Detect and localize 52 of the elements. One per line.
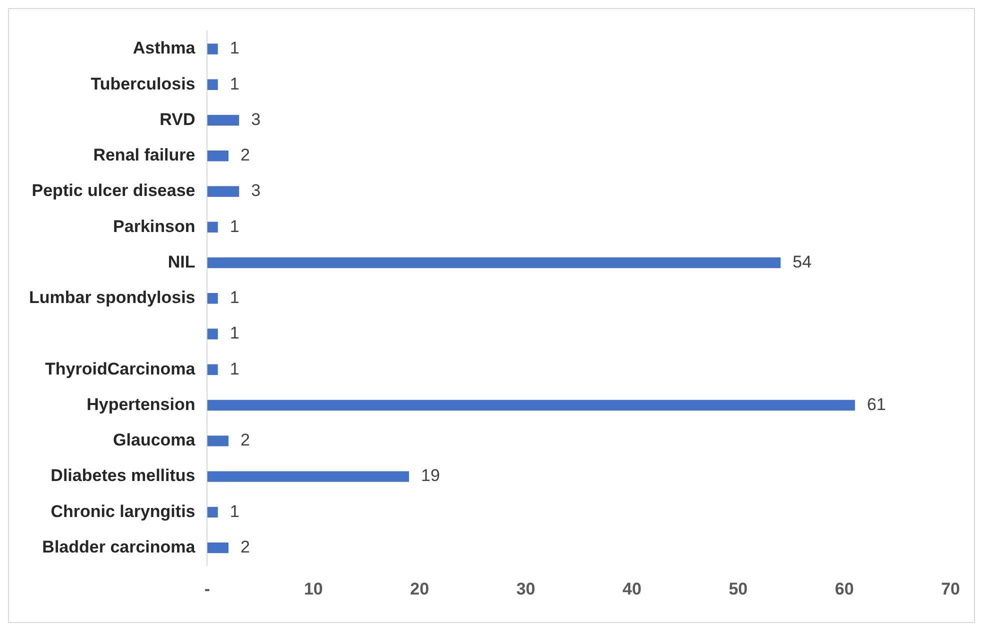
y-tick-label: NIL <box>168 252 196 272</box>
data-label: 54 <box>792 252 812 272</box>
data-label: 1 <box>230 38 240 58</box>
bar <box>207 257 781 268</box>
data-label: 1 <box>230 74 240 94</box>
x-tick-label: 10 <box>304 579 323 598</box>
y-tick-label: RVD <box>160 110 196 129</box>
bar <box>207 79 218 90</box>
data-label: 2 <box>240 537 250 556</box>
bar <box>207 506 218 518</box>
bar <box>207 44 218 54</box>
bar <box>207 400 855 411</box>
y-tick-label: Chronic laryngitis <box>50 502 196 521</box>
y-tick-label: Hypertension <box>86 394 196 414</box>
y-tick-label: Dliabetes mellitus <box>50 466 196 486</box>
x-tick-label: 20 <box>410 579 430 598</box>
y-tick-label: Bladder carcinoma <box>42 537 196 556</box>
data-label: 19 <box>421 466 440 486</box>
data-label: 3 <box>251 110 261 129</box>
bar <box>207 186 240 197</box>
bar <box>207 328 218 340</box>
y-tick-label: ThyroidCarcinoma <box>45 359 196 378</box>
y-tick-label: Asthma <box>132 38 196 58</box>
data-label: 2 <box>240 430 250 450</box>
data-label: 1 <box>230 288 240 308</box>
bar <box>207 364 218 375</box>
data-label: 1 <box>230 359 240 378</box>
bar <box>207 471 409 482</box>
bar <box>207 436 228 446</box>
x-tick-label: 30 <box>516 579 536 598</box>
bar <box>207 222 218 232</box>
data-label: 1 <box>230 502 240 521</box>
data-label: 3 <box>251 181 261 200</box>
y-tick-label: Tuberculosis <box>90 74 196 94</box>
bar <box>207 150 228 162</box>
x-tick-label: - <box>204 579 210 598</box>
bar <box>207 114 240 126</box>
data-label: 2 <box>240 146 250 165</box>
data-label: 1 <box>230 216 240 236</box>
bar <box>207 293 218 304</box>
x-tick-label: 40 <box>622 579 642 598</box>
data-label: 61 <box>866 394 886 414</box>
bar <box>207 542 228 554</box>
y-tick-label: Peptic ulcer disease <box>32 181 196 200</box>
y-tick-label: Parkinson <box>113 216 196 236</box>
data-label: 1 <box>230 324 240 343</box>
x-tick-label: 50 <box>728 579 748 598</box>
x-tick-label: 70 <box>941 579 960 598</box>
y-tick-label: Renal failure <box>93 146 196 165</box>
y-tick-label: Lumbar spondylosis <box>29 288 196 308</box>
x-tick-label: 60 <box>834 579 854 598</box>
y-tick-label: Glaucoma <box>113 430 196 450</box>
